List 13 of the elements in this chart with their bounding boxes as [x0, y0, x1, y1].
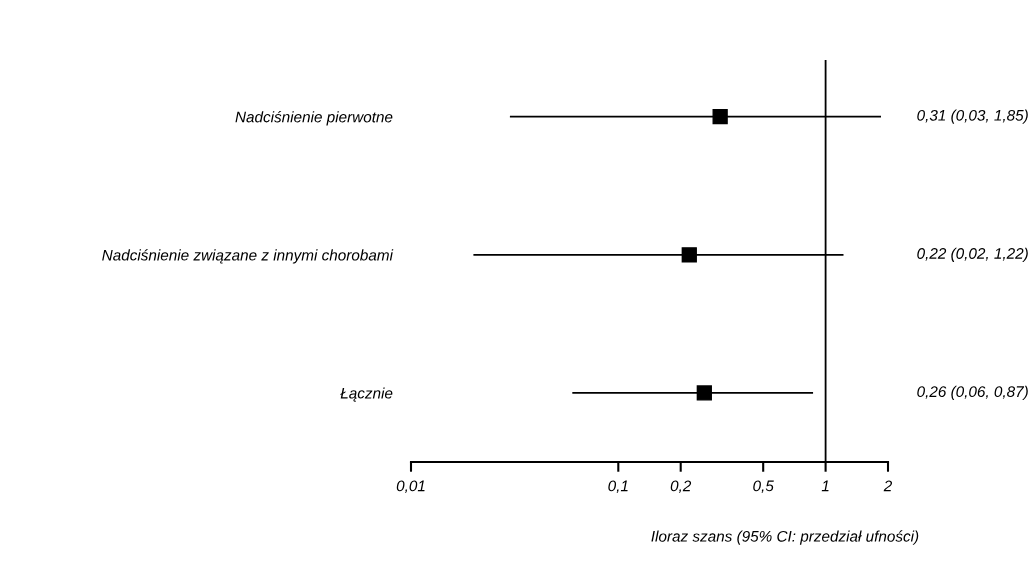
x-tick-label: 0,01	[396, 480, 425, 494]
x-tick-label: 0,1	[608, 480, 628, 494]
x-tick-label: 2	[883, 480, 893, 492]
x-axis-title: Iloraz szans (95% CI: przedział ufności)	[651, 530, 919, 545]
x-tick-label: 0,2	[670, 480, 692, 494]
data-label: 0,26 (0,06, 0,87)	[917, 385, 1028, 401]
y-tick-label: Łącznie	[340, 387, 393, 402]
data-label: 0,31 (0,03, 1,85)	[917, 109, 1028, 124]
data-label: 0,22 (0,02, 1,22)	[917, 247, 1028, 262]
y-tick-label: Nadciśnienie pierwotne	[235, 111, 393, 126]
y-tick-label: Nadciśnienie związane z innymi chorobami	[102, 249, 394, 264]
x-tick-label: 0,5	[753, 480, 774, 494]
x-tick-label: 1	[821, 480, 829, 492]
